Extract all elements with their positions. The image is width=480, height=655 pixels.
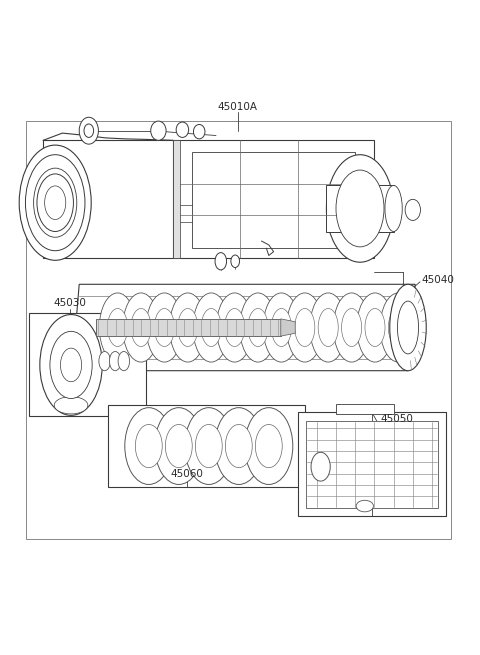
Ellipse shape: [155, 309, 174, 346]
Ellipse shape: [215, 407, 263, 485]
Ellipse shape: [99, 352, 110, 371]
Bar: [336, 404, 394, 414]
Ellipse shape: [310, 293, 347, 362]
Ellipse shape: [263, 293, 300, 362]
Ellipse shape: [109, 352, 121, 371]
Ellipse shape: [118, 352, 130, 371]
Bar: [298, 413, 446, 515]
Ellipse shape: [397, 301, 419, 354]
Ellipse shape: [146, 293, 182, 362]
Ellipse shape: [123, 293, 159, 362]
Polygon shape: [43, 140, 173, 258]
Ellipse shape: [108, 309, 128, 346]
Bar: [96, 319, 281, 336]
Ellipse shape: [99, 293, 136, 362]
Ellipse shape: [405, 199, 420, 221]
Ellipse shape: [25, 155, 85, 251]
Ellipse shape: [193, 293, 229, 362]
Ellipse shape: [226, 424, 252, 468]
Ellipse shape: [201, 309, 221, 346]
Ellipse shape: [357, 293, 393, 362]
Ellipse shape: [37, 174, 73, 231]
Polygon shape: [72, 284, 415, 371]
Ellipse shape: [365, 309, 385, 346]
Ellipse shape: [84, 124, 94, 138]
Ellipse shape: [245, 407, 293, 485]
Ellipse shape: [125, 407, 173, 485]
Ellipse shape: [255, 424, 282, 468]
Ellipse shape: [151, 121, 166, 140]
Ellipse shape: [165, 424, 192, 468]
Ellipse shape: [225, 309, 245, 346]
Ellipse shape: [155, 407, 203, 485]
Ellipse shape: [34, 168, 77, 237]
Ellipse shape: [380, 293, 417, 362]
Ellipse shape: [216, 293, 253, 362]
Bar: [26, 121, 451, 538]
Ellipse shape: [333, 293, 370, 362]
Bar: [29, 313, 146, 417]
Ellipse shape: [45, 186, 66, 219]
Ellipse shape: [19, 145, 91, 260]
Ellipse shape: [248, 309, 268, 346]
Ellipse shape: [176, 122, 189, 138]
Bar: [192, 153, 355, 248]
Text: 45050: 45050: [381, 415, 413, 424]
Ellipse shape: [135, 424, 162, 468]
Ellipse shape: [336, 170, 384, 247]
Text: 45030: 45030: [53, 298, 86, 309]
Ellipse shape: [240, 293, 276, 362]
Ellipse shape: [385, 185, 402, 231]
Ellipse shape: [271, 309, 291, 346]
Ellipse shape: [60, 348, 82, 382]
Ellipse shape: [287, 293, 323, 362]
Text: 45010A: 45010A: [217, 102, 258, 111]
Text: 45060: 45060: [171, 469, 204, 479]
Bar: [173, 140, 180, 258]
Ellipse shape: [342, 309, 361, 346]
Ellipse shape: [54, 397, 88, 414]
Ellipse shape: [131, 309, 151, 346]
Polygon shape: [281, 319, 295, 336]
Ellipse shape: [178, 309, 198, 346]
Ellipse shape: [79, 117, 98, 144]
Ellipse shape: [215, 253, 227, 270]
Ellipse shape: [326, 155, 394, 262]
Ellipse shape: [40, 314, 102, 415]
Ellipse shape: [390, 284, 426, 371]
Ellipse shape: [231, 255, 240, 267]
Ellipse shape: [318, 309, 338, 346]
Ellipse shape: [50, 331, 92, 398]
Ellipse shape: [195, 424, 222, 468]
Bar: [326, 185, 394, 231]
Ellipse shape: [185, 407, 233, 485]
Ellipse shape: [193, 124, 205, 139]
Ellipse shape: [356, 500, 373, 512]
Ellipse shape: [169, 293, 206, 362]
Bar: [306, 421, 438, 508]
Ellipse shape: [295, 309, 315, 346]
Ellipse shape: [311, 453, 330, 481]
Bar: [108, 405, 305, 487]
Ellipse shape: [388, 309, 408, 346]
Text: 45040: 45040: [421, 276, 454, 286]
Bar: [173, 140, 374, 258]
